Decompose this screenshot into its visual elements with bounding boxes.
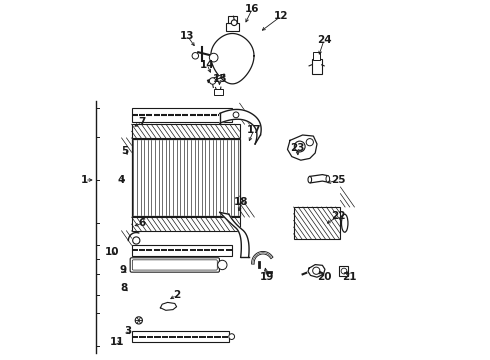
Text: 12: 12: [274, 11, 288, 21]
Bar: [132, 331, 229, 342]
Circle shape: [313, 267, 320, 274]
Text: 17: 17: [246, 125, 261, 135]
Polygon shape: [211, 33, 254, 84]
Text: 11: 11: [110, 337, 124, 347]
Bar: [314, 52, 320, 60]
Text: 14: 14: [200, 60, 215, 70]
Text: 25: 25: [331, 175, 346, 185]
Text: 3: 3: [124, 326, 132, 336]
Circle shape: [306, 139, 314, 146]
Bar: [339, 266, 348, 276]
Circle shape: [233, 112, 239, 118]
Text: 4: 4: [117, 175, 124, 185]
Text: 19: 19: [259, 272, 274, 282]
Text: 15: 15: [213, 74, 227, 84]
Text: 20: 20: [317, 272, 331, 282]
Ellipse shape: [308, 176, 312, 183]
Text: 21: 21: [342, 272, 357, 282]
Polygon shape: [160, 302, 176, 310]
Polygon shape: [220, 212, 249, 257]
Circle shape: [341, 268, 347, 274]
Text: 13: 13: [180, 31, 195, 41]
Polygon shape: [308, 265, 325, 277]
Bar: [294, 207, 341, 239]
Text: 8: 8: [121, 283, 128, 293]
Ellipse shape: [342, 214, 348, 232]
Bar: [226, 23, 239, 31]
Circle shape: [231, 20, 237, 26]
Text: 6: 6: [139, 218, 146, 228]
FancyBboxPatch shape: [130, 258, 220, 272]
Bar: [312, 59, 321, 74]
Text: 16: 16: [245, 4, 259, 14]
Polygon shape: [220, 109, 261, 144]
Polygon shape: [288, 135, 317, 160]
Bar: [132, 108, 232, 122]
Text: 7: 7: [139, 117, 146, 127]
Bar: [132, 139, 240, 216]
Text: 9: 9: [119, 265, 126, 275]
Bar: [132, 124, 240, 138]
Bar: [215, 89, 223, 95]
Circle shape: [135, 317, 143, 324]
Ellipse shape: [326, 176, 330, 182]
Bar: [132, 217, 240, 231]
Circle shape: [218, 260, 227, 270]
Text: 18: 18: [234, 197, 248, 207]
Text: 1: 1: [81, 175, 88, 185]
Circle shape: [192, 53, 198, 59]
Polygon shape: [310, 175, 328, 183]
Circle shape: [294, 141, 305, 152]
Circle shape: [209, 53, 218, 62]
Text: 24: 24: [317, 35, 332, 45]
Text: 2: 2: [173, 290, 180, 300]
Circle shape: [209, 78, 216, 84]
Bar: [228, 16, 237, 23]
Circle shape: [133, 237, 140, 244]
Text: 23: 23: [290, 143, 304, 153]
Circle shape: [229, 334, 235, 339]
Text: 22: 22: [331, 211, 346, 221]
Text: 5: 5: [121, 146, 128, 156]
Text: 10: 10: [104, 247, 119, 257]
Bar: [132, 245, 232, 256]
